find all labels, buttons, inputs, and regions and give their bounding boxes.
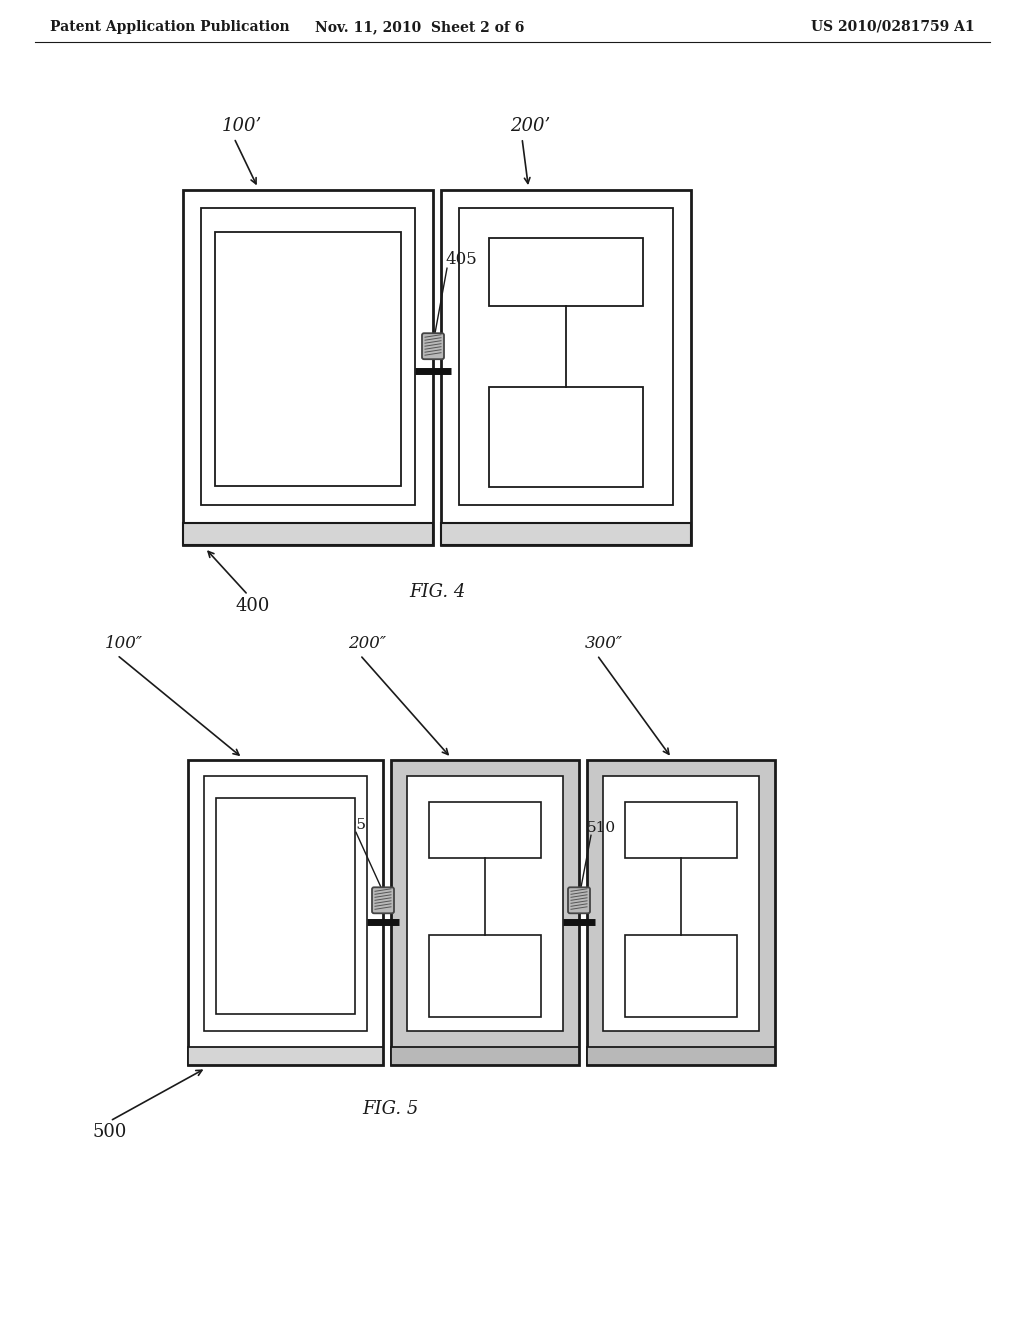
Bar: [429, 935, 541, 1016]
Text: 405: 405: [445, 251, 477, 268]
FancyBboxPatch shape: [422, 333, 444, 359]
Bar: [216, 799, 355, 1014]
Text: US 2010/0281759 A1: US 2010/0281759 A1: [811, 20, 975, 34]
Bar: [215, 232, 401, 486]
Bar: [188, 760, 383, 1065]
Bar: [201, 209, 415, 506]
Text: FIG. 5: FIG. 5: [361, 1100, 418, 1118]
Bar: [587, 1047, 775, 1065]
Bar: [489, 238, 643, 306]
Bar: [625, 803, 737, 858]
Bar: [183, 190, 433, 545]
Bar: [188, 1047, 383, 1065]
Text: 100″: 100″: [105, 635, 143, 652]
Bar: [441, 190, 691, 545]
Text: 510: 510: [587, 821, 616, 836]
Bar: [391, 760, 579, 1065]
FancyBboxPatch shape: [372, 887, 394, 913]
Bar: [391, 1047, 579, 1065]
Bar: [183, 523, 433, 545]
Bar: [429, 803, 541, 858]
Text: 200’: 200’: [510, 117, 550, 135]
Bar: [489, 387, 643, 487]
Bar: [204, 776, 367, 1031]
Text: FIG. 4: FIG. 4: [409, 583, 465, 601]
Bar: [625, 935, 737, 1016]
Text: 300″: 300″: [585, 635, 624, 652]
Text: 500: 500: [92, 1123, 126, 1140]
Bar: [459, 209, 673, 506]
Text: 100’: 100’: [222, 117, 262, 135]
Text: 505: 505: [338, 818, 367, 833]
Text: 200″: 200″: [348, 635, 386, 652]
Bar: [603, 776, 759, 1031]
Bar: [441, 523, 691, 545]
Bar: [407, 776, 563, 1031]
Text: Nov. 11, 2010  Sheet 2 of 6: Nov. 11, 2010 Sheet 2 of 6: [315, 20, 524, 34]
Text: 400: 400: [234, 597, 269, 615]
Bar: [587, 760, 775, 1065]
FancyBboxPatch shape: [568, 887, 590, 913]
Text: Patent Application Publication: Patent Application Publication: [50, 20, 290, 34]
